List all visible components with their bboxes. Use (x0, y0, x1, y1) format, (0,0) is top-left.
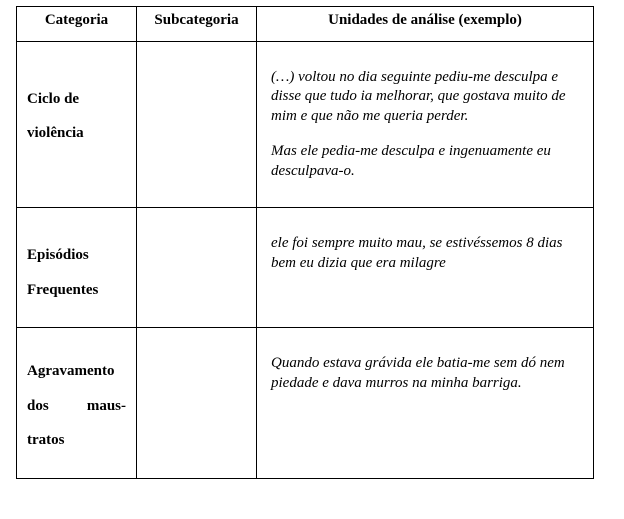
cell-unidades: ele foi sempre muito mau, se estivéssemo… (257, 208, 594, 328)
categoria-line: tratos (27, 423, 126, 458)
categoria-line: violência (27, 116, 126, 151)
cell-categoria: Ciclo de violência (17, 41, 137, 208)
categoria-word: dos (27, 389, 49, 424)
table-row: Ciclo de violência (…) voltou no dia seg… (17, 41, 594, 208)
categoria-line: dos maus- (27, 389, 126, 424)
table-row: Agravamento dos maus- tratos Quando esta… (17, 328, 594, 479)
col-header-unidades: Unidades de análise (exemplo) (257, 7, 594, 42)
cell-categoria: Episódios Frequentes (17, 208, 137, 328)
unidade-paragraph: Mas ele pedia-me desculpa e ingenuamente… (271, 142, 573, 181)
categoria-line: Ciclo de (27, 82, 126, 117)
unidade-paragraph: Quando estava grávida ele batia-me sem d… (271, 354, 573, 393)
cell-subcategoria (137, 328, 257, 479)
unidade-paragraph: ele foi sempre muito mau, se estivéssemo… (271, 234, 573, 273)
table-row: Episódios Frequentes ele foi sempre muit… (17, 208, 594, 328)
categoria-line: Episódios (27, 238, 126, 273)
cell-categoria: Agravamento dos maus- tratos (17, 328, 137, 479)
cell-unidades: (…) voltou no dia seguinte pediu-me desc… (257, 41, 594, 208)
cell-unidades: Quando estava grávida ele batia-me sem d… (257, 328, 594, 479)
categoria-word: maus- (87, 389, 126, 424)
col-header-categoria: Categoria (17, 7, 137, 42)
col-header-subcategoria: Subcategoria (137, 7, 257, 42)
analysis-table: Categoria Subcategoria Unidades de análi… (16, 6, 594, 479)
cell-subcategoria (137, 208, 257, 328)
cell-subcategoria (137, 41, 257, 208)
unidade-paragraph: (…) voltou no dia seguinte pediu-me desc… (271, 68, 573, 127)
table-header-row: Categoria Subcategoria Unidades de análi… (17, 7, 594, 42)
categoria-line: Agravamento (27, 354, 126, 389)
categoria-line: Frequentes (27, 273, 126, 308)
